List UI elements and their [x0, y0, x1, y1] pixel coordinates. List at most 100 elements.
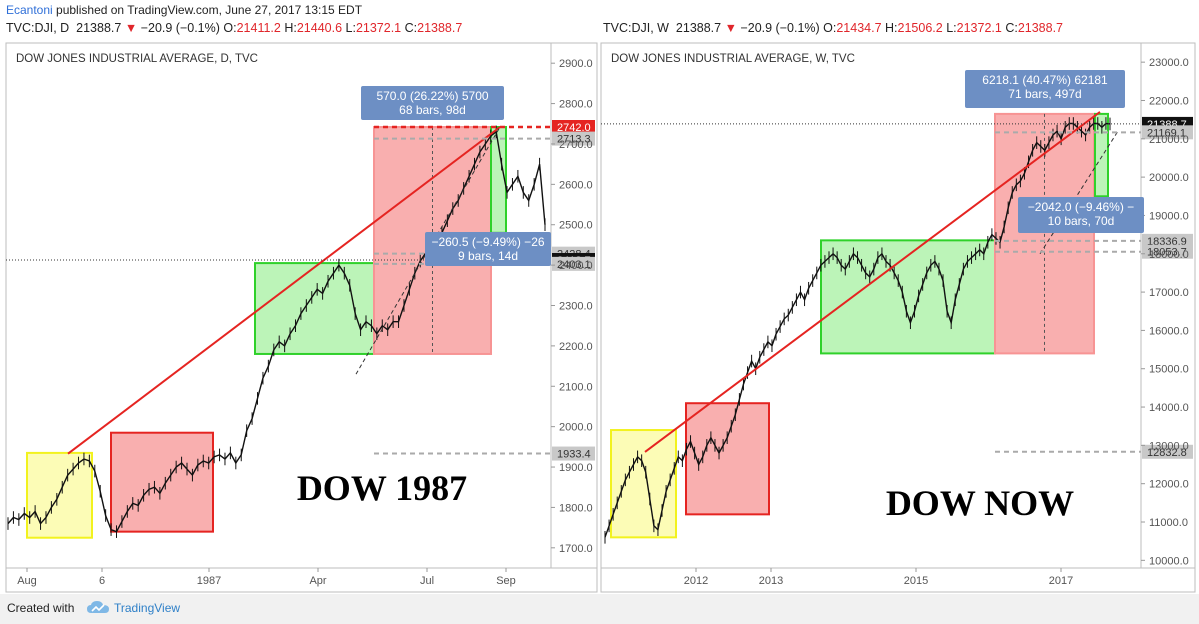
y-tick-label: 23000.0 [1149, 57, 1189, 69]
price-label: 12832.8 [1147, 447, 1187, 459]
x-tick-label: 2012 [684, 575, 708, 587]
panel-title: DOW JONES INDUSTRIAL AVERAGE, D, TVC [16, 53, 258, 65]
y-tick-label: 13000.0 [1149, 440, 1189, 452]
close-label-left: C: [404, 21, 418, 35]
change-right: −20.9 (−0.1%) [740, 21, 820, 35]
close-left: 21388.7 [417, 21, 463, 35]
green-box [820, 239, 996, 355]
low-right: 21372.1 [956, 21, 1002, 35]
y-tick-label: 22000.0 [1149, 95, 1189, 107]
change-left: −20.9 (−0.1%) [140, 21, 220, 35]
big-annotation: DOW 1987 [297, 468, 467, 508]
tradingview-cloud-icon [87, 601, 109, 613]
yellow-box [610, 429, 677, 539]
measure-up-box-line1: 6218.1 (40.47%) 62181 [982, 73, 1108, 87]
quote-line-right: TVC:DJI, W 21388.7 ▼ −20.9 (−0.1%) O:214… [603, 21, 1063, 35]
open-right: 21434.7 [836, 21, 882, 35]
y-tick-label: 2400.0 [559, 260, 593, 272]
price-label: 2742.0 [557, 122, 591, 134]
measure-up-box-line2: 71 bars, 497d [1008, 87, 1081, 101]
charts-canvas: 2742.02713.32428.42412.72403.11933.41700… [5, 42, 1196, 593]
high-label-right: H: [885, 21, 898, 35]
y-tick-label: 2900.0 [559, 58, 593, 70]
price-label-bg [1142, 233, 1193, 248]
y-tick-label: 2800.0 [559, 99, 593, 111]
y-tick-label: 15000.0 [1149, 364, 1189, 376]
top-bar: Ecantoni published on TradingView.com, J… [0, 0, 1199, 44]
red-box-left [110, 431, 214, 533]
measure-down-box-line1: −260.5 (−9.49%) −26 [431, 235, 544, 249]
y-tick-label: 10000.0 [1149, 555, 1189, 567]
last-right: 21388.7 [675, 21, 722, 35]
price-label: 2713.3 [557, 134, 591, 146]
x-tick-label: Sep [496, 575, 516, 587]
y-tick-label: 17000.0 [1149, 287, 1189, 299]
price-label: 21169.1 [1147, 127, 1186, 139]
y-tick-label: 12000.0 [1149, 479, 1189, 491]
open-left: 21411.2 [236, 21, 281, 35]
measure-up-box-bg [361, 86, 504, 120]
x-tick-label: 2013 [759, 575, 783, 587]
measure-down-box-line2: 9 bars, 14d [458, 249, 518, 263]
panel-title: DOW JONES INDUSTRIAL AVERAGE, W, TVC [611, 53, 855, 65]
measure-up-box-bg [965, 70, 1125, 108]
trend-line [644, 111, 1101, 453]
down-arrow-icon: ▼ [124, 21, 138, 35]
y-tick-label: 2600.0 [559, 179, 593, 191]
x-tick-label: Apr [309, 575, 326, 587]
price-label: 2403.1 [557, 259, 591, 271]
measure-down-box-line2: 10 bars, 70d [1048, 214, 1115, 228]
measure-down-box-line1: −2042.0 (−9.46%) − [1028, 200, 1134, 214]
red-box-left [685, 402, 770, 516]
x-tick-label: 2015 [904, 575, 928, 587]
y-tick-label: 16000.0 [1149, 325, 1189, 337]
symbol-left: TVC:DJI, D [6, 21, 70, 35]
high-left: 21440.6 [296, 21, 343, 35]
trend-line [67, 126, 501, 455]
price-label: 18053.7 [1147, 247, 1187, 259]
author-link[interactable]: Ecantoni [6, 3, 53, 17]
price-label-bg [552, 131, 595, 146]
publish-text: published on TradingView.com, June 27, 2… [52, 3, 363, 17]
big-annotation: DOW NOW [886, 483, 1074, 523]
price-label-bg [552, 120, 595, 134]
tradingview-link[interactable]: TradingView [114, 601, 181, 615]
price-label-bg [552, 256, 595, 271]
x-tick-label: 1987 [197, 575, 221, 587]
y-tick-label: 21000.0 [1149, 134, 1189, 146]
y-tick-label: 1900.0 [559, 462, 593, 474]
last-left: 21388.7 [76, 21, 122, 35]
price-label: 1933.4 [557, 449, 591, 461]
chart-panel-1: 2742.02713.32428.42412.72403.11933.41700… [5, 42, 598, 593]
green-box-small [1094, 112, 1109, 198]
open-label-right: O: [823, 21, 837, 35]
price-label-bg [552, 446, 595, 461]
price-series-line [7, 130, 546, 533]
measure-down-box-bg [425, 232, 551, 266]
quote-line-left: TVC:DJI, D 21388.7 ▼ −20.9 (−0.1%) O:214… [6, 21, 462, 35]
y-tick-label: 2500.0 [559, 220, 593, 232]
y-tick-label: 1800.0 [559, 502, 593, 514]
y-tick-label: 19000.0 [1149, 210, 1189, 222]
low-left: 21372.1 [355, 21, 402, 35]
yellow-box [26, 451, 93, 539]
channel-line [1039, 130, 1119, 255]
y-tick-label: 2100.0 [559, 381, 593, 393]
price-label-bg [1142, 125, 1193, 140]
measure-up-box-line2: 68 bars, 98d [399, 103, 466, 117]
open-label-left: O: [223, 21, 237, 35]
x-tick-label: 6 [99, 575, 105, 587]
chart-panel-2: 21388.721169.118336.918053.712832.810000… [600, 42, 1196, 593]
high-right: 21506.2 [897, 21, 943, 35]
y-tick-label: 14000.0 [1149, 402, 1189, 414]
close-right: 21388.7 [1017, 21, 1063, 35]
symbol-right: TVC:DJI, W [603, 21, 669, 35]
high-label-left: H: [284, 21, 297, 35]
created-with-label: Created with [7, 601, 75, 615]
y-tick-label: 1700.0 [559, 543, 593, 555]
y-tick-label: 2000.0 [559, 422, 593, 434]
measure-up-box-line1: 570.0 (26.22%) 5700 [376, 89, 488, 103]
close-label-right: C: [1005, 21, 1018, 35]
y-tick-label: 20000.0 [1149, 172, 1189, 184]
y-tick-label: 18000.0 [1149, 249, 1189, 261]
